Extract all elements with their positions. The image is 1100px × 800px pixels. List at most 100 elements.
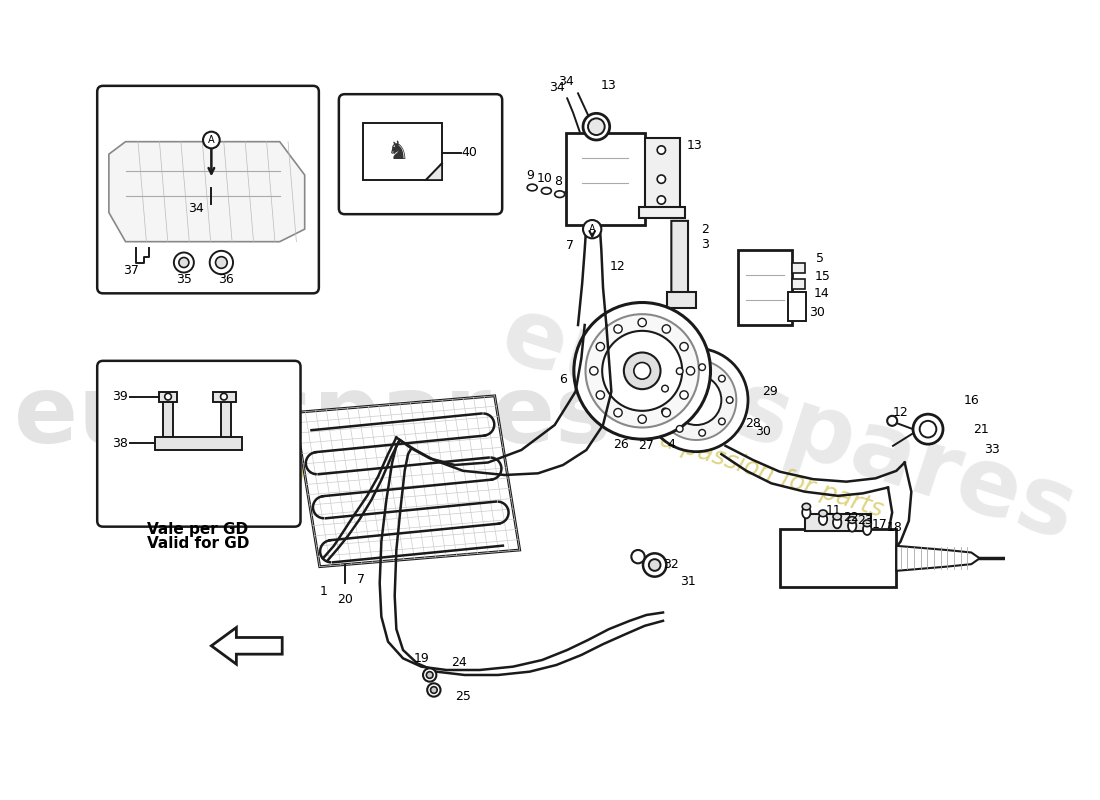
Text: 15: 15 — [815, 270, 830, 283]
Ellipse shape — [848, 517, 856, 523]
Circle shape — [590, 366, 598, 375]
Bar — [738, 250, 792, 325]
Text: 36: 36 — [218, 273, 233, 286]
Circle shape — [210, 251, 233, 274]
Circle shape — [1018, 553, 1028, 564]
Circle shape — [676, 368, 683, 374]
Text: a passion for parts: a passion for parts — [190, 462, 436, 488]
Text: 7: 7 — [565, 239, 574, 252]
Circle shape — [913, 414, 943, 444]
Circle shape — [638, 318, 647, 326]
Text: 2: 2 — [701, 222, 708, 236]
Circle shape — [671, 375, 722, 425]
Bar — [645, 138, 680, 211]
Text: eurospares: eurospares — [14, 370, 612, 462]
Text: a passion for parts: a passion for parts — [657, 427, 886, 522]
FancyBboxPatch shape — [97, 86, 319, 294]
Text: 1: 1 — [320, 585, 328, 598]
Circle shape — [427, 672, 433, 678]
Circle shape — [698, 430, 705, 436]
Ellipse shape — [833, 517, 842, 528]
Text: 5: 5 — [816, 252, 824, 265]
Circle shape — [657, 175, 665, 183]
Circle shape — [634, 362, 650, 379]
Text: 8: 8 — [554, 175, 562, 188]
Text: 7: 7 — [358, 573, 365, 586]
Circle shape — [624, 353, 660, 389]
Text: 4: 4 — [668, 438, 675, 450]
Text: 38: 38 — [112, 437, 128, 450]
Bar — [565, 134, 645, 225]
Circle shape — [657, 196, 665, 204]
Circle shape — [583, 220, 602, 238]
Text: eurospares: eurospares — [490, 289, 1087, 561]
Polygon shape — [211, 627, 283, 664]
Ellipse shape — [802, 506, 811, 518]
Circle shape — [174, 253, 194, 273]
Text: 14: 14 — [814, 287, 829, 300]
Circle shape — [644, 554, 667, 577]
Circle shape — [596, 391, 605, 399]
Text: 28: 28 — [745, 417, 761, 430]
Text: 12: 12 — [610, 260, 626, 273]
Circle shape — [662, 409, 671, 417]
Circle shape — [726, 397, 733, 403]
Bar — [792, 262, 805, 273]
Polygon shape — [213, 392, 235, 402]
Circle shape — [698, 364, 705, 370]
Bar — [792, 296, 805, 306]
Circle shape — [645, 348, 748, 452]
Text: 6: 6 — [559, 373, 566, 386]
Text: 23: 23 — [857, 514, 872, 527]
Text: 3: 3 — [701, 238, 708, 250]
Circle shape — [614, 409, 623, 417]
Polygon shape — [163, 402, 173, 438]
Circle shape — [649, 559, 660, 571]
Text: 24: 24 — [451, 656, 466, 669]
Text: 17: 17 — [871, 518, 888, 530]
Circle shape — [588, 118, 605, 135]
Text: ♞: ♞ — [387, 140, 409, 164]
Circle shape — [583, 114, 609, 140]
Circle shape — [657, 360, 736, 440]
Circle shape — [920, 421, 936, 438]
Circle shape — [662, 325, 671, 333]
Text: 35: 35 — [176, 273, 191, 286]
Text: 19: 19 — [414, 652, 429, 665]
Text: 13: 13 — [686, 139, 703, 152]
Text: 40: 40 — [462, 146, 477, 159]
Circle shape — [888, 416, 898, 426]
Text: 34: 34 — [188, 202, 205, 215]
Circle shape — [662, 386, 669, 392]
Text: 29: 29 — [762, 385, 778, 398]
Text: 20: 20 — [337, 594, 353, 606]
Circle shape — [680, 342, 689, 351]
Circle shape — [204, 132, 220, 148]
Text: 32: 32 — [663, 558, 679, 571]
Polygon shape — [671, 221, 688, 300]
Polygon shape — [158, 392, 177, 402]
Text: 12: 12 — [892, 406, 909, 419]
Text: 37: 37 — [123, 264, 140, 278]
Bar — [363, 123, 442, 180]
FancyBboxPatch shape — [97, 361, 300, 526]
Circle shape — [602, 331, 682, 411]
Bar — [788, 292, 806, 321]
Text: 18: 18 — [887, 521, 903, 534]
Text: A: A — [208, 135, 214, 145]
Ellipse shape — [554, 191, 564, 198]
Text: 11: 11 — [826, 504, 842, 518]
Text: 25: 25 — [455, 690, 471, 703]
Circle shape — [179, 258, 189, 267]
Circle shape — [1011, 546, 1035, 570]
Ellipse shape — [833, 514, 842, 520]
Circle shape — [631, 550, 645, 563]
Text: 30: 30 — [755, 425, 771, 438]
Text: 26: 26 — [614, 438, 629, 450]
Circle shape — [680, 391, 689, 399]
Ellipse shape — [802, 503, 811, 510]
Circle shape — [596, 342, 605, 351]
Circle shape — [574, 302, 711, 439]
Text: 34: 34 — [549, 81, 565, 94]
Bar — [639, 206, 684, 218]
